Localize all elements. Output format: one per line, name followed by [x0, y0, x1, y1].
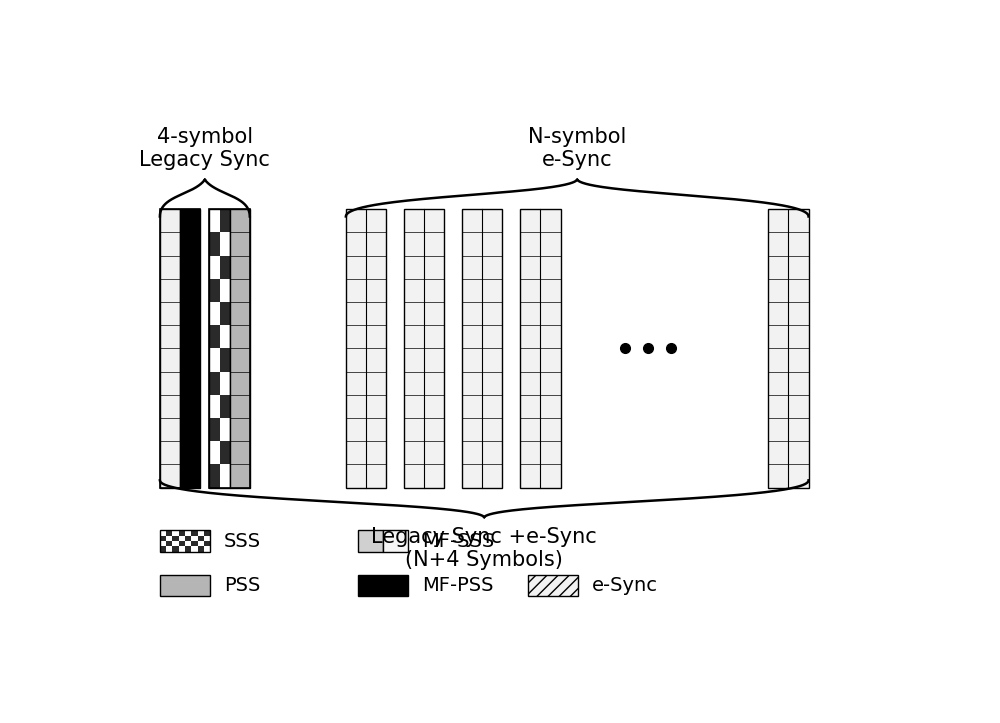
Bar [209, 209, 250, 487]
Bar [209, 441, 220, 464]
Bar [220, 441, 230, 464]
Bar [230, 209, 250, 487]
Bar [166, 541, 172, 547]
Bar [220, 279, 230, 302]
Bar [482, 209, 502, 487]
Bar [179, 541, 185, 547]
Text: Legacy Sync +e-Sync
(N+4 Symbols): Legacy Sync +e-Sync (N+4 Symbols) [371, 526, 597, 570]
Bar [204, 547, 210, 552]
Bar [220, 348, 230, 372]
Bar [383, 531, 408, 552]
Bar [424, 209, 444, 487]
Bar [209, 372, 220, 395]
Bar [166, 531, 172, 536]
Bar [166, 547, 172, 552]
Bar [160, 209, 200, 487]
Bar [180, 209, 200, 487]
Bar [172, 541, 179, 547]
Text: N-symbol
e-Sync: N-symbol e-Sync [528, 127, 626, 170]
Bar [204, 541, 210, 547]
Bar [198, 541, 204, 547]
Text: 4-symbol
Legacy Sync: 4-symbol Legacy Sync [139, 127, 270, 170]
Bar [404, 209, 444, 487]
Bar [346, 209, 366, 487]
Bar [540, 209, 561, 487]
Bar [179, 547, 185, 552]
Bar [172, 536, 179, 541]
Bar [209, 325, 220, 348]
Text: SSS: SSS [224, 531, 261, 550]
Bar [209, 395, 220, 418]
Bar [185, 547, 191, 552]
Bar [160, 547, 166, 552]
Text: MF-PSS: MF-PSS [422, 576, 493, 595]
Bar [209, 279, 220, 302]
Bar [404, 209, 424, 487]
Bar [346, 209, 386, 487]
Bar [160, 531, 166, 536]
Text: e-Sync: e-Sync [592, 576, 658, 595]
Bar [191, 531, 198, 536]
Bar [204, 536, 210, 541]
Bar [160, 541, 166, 547]
Bar [209, 302, 220, 325]
Bar [209, 348, 220, 372]
Bar [209, 209, 220, 232]
Text: PSS: PSS [224, 576, 261, 595]
Bar [209, 464, 220, 487]
Bar [191, 541, 198, 547]
Bar [358, 531, 383, 552]
Bar [366, 209, 386, 487]
Bar [220, 418, 230, 441]
Bar [220, 256, 230, 279]
Bar [520, 209, 540, 487]
Bar [198, 536, 204, 541]
Bar [528, 575, 578, 596]
Bar [209, 209, 230, 487]
Bar [462, 209, 502, 487]
Bar [768, 209, 809, 487]
Bar [462, 209, 482, 487]
Bar [209, 256, 220, 279]
Bar [191, 547, 198, 552]
Bar [788, 209, 809, 487]
Bar [220, 395, 230, 418]
Bar [185, 536, 191, 541]
Bar [185, 541, 191, 547]
Bar [160, 209, 180, 487]
Bar [160, 575, 210, 596]
Bar [220, 302, 230, 325]
Bar [209, 418, 220, 441]
Bar [220, 232, 230, 256]
Bar [209, 232, 220, 256]
Text: MF-SSS: MF-SSS [422, 531, 494, 550]
Bar [179, 531, 185, 536]
Bar [358, 575, 408, 596]
Bar [172, 547, 179, 552]
Bar [520, 209, 561, 487]
Bar [160, 536, 166, 541]
Bar [191, 536, 198, 541]
Bar [198, 531, 204, 536]
Bar [220, 325, 230, 348]
Bar [160, 531, 210, 552]
Bar [768, 209, 788, 487]
Bar [179, 536, 185, 541]
Bar [198, 547, 204, 552]
Bar [185, 531, 191, 536]
Bar [220, 372, 230, 395]
Bar [166, 536, 172, 541]
Bar [220, 464, 230, 487]
Bar [220, 209, 230, 232]
Bar [204, 531, 210, 536]
Bar [172, 531, 179, 536]
